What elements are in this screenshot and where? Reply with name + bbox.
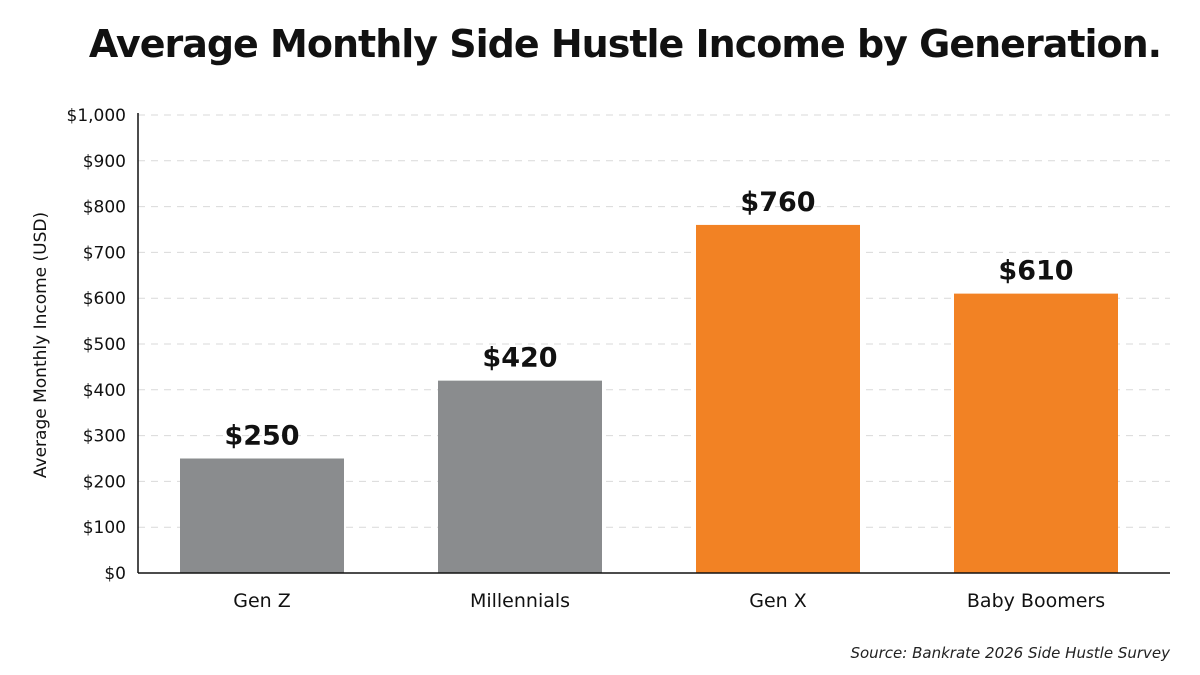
x-tick-label: Baby Boomers (967, 590, 1105, 612)
chart-title: Average Monthly Side Hustle Income by Ge… (88, 22, 1162, 66)
bar-gen-x (696, 224, 860, 574)
y-tick-label: $0 (104, 564, 126, 584)
bar-baby-boomers (954, 293, 1118, 573)
value-label: $250 (224, 421, 299, 452)
y-tick-label: $600 (83, 289, 126, 309)
value-labels: $250 $420 $760 $610 (224, 187, 1073, 452)
x-tick-label: Gen Z (233, 590, 291, 612)
value-label: $760 (740, 187, 815, 218)
bar-millennials (438, 380, 602, 573)
y-axis: $0 $100 $200 $300 $400 $500 $600 $700 $800 $900 $1… (67, 106, 139, 584)
bar-gen-z (180, 458, 344, 573)
source-note: Source: Bankrate 2026 Side Hustle Survey (850, 644, 1170, 662)
x-axis: Gen Z Millennials Gen X Baby Boomers (138, 572, 1170, 612)
y-tick-label: $900 (83, 152, 126, 172)
value-label: $420 (482, 343, 557, 374)
y-tick-label: $700 (83, 243, 126, 263)
value-label: $610 (998, 256, 1073, 287)
y-tick-label: $800 (83, 198, 126, 218)
y-tick-label: $400 (83, 381, 126, 401)
y-tick-label: $300 (83, 427, 126, 447)
y-tick-label: $1,000 (67, 106, 126, 126)
x-tick-label: Gen X (749, 590, 807, 612)
x-tick-label: Millennials (470, 590, 570, 612)
y-tick-label: $100 (83, 518, 126, 538)
bars (180, 224, 1118, 574)
y-tick-label: $500 (83, 335, 126, 355)
y-tick-label: $200 (83, 472, 126, 492)
y-axis-label: Average Monthly Income (USD) (31, 212, 51, 478)
